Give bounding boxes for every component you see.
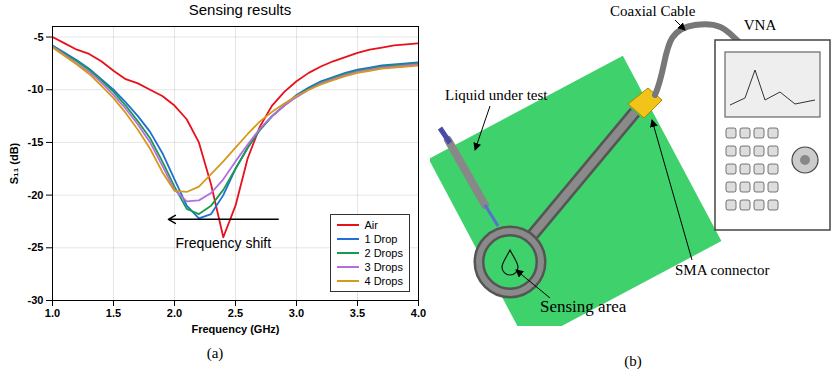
html-text:1 Drop: 1 Drop xyxy=(364,233,398,245)
html-text:Air: Air xyxy=(364,219,378,231)
svg-text:3.5: 3.5 xyxy=(350,307,365,319)
svg-text:-15: -15 xyxy=(28,136,44,148)
svg-text:2.5: 2.5 xyxy=(228,307,243,319)
html-text:Sensing results: Sensing results xyxy=(188,1,292,18)
svg-text:-30: -30 xyxy=(28,294,44,306)
svg-text:2.0: 2.0 xyxy=(167,307,182,319)
svg-text:-25: -25 xyxy=(28,241,44,253)
svg-text:4.0: 4.0 xyxy=(411,307,426,319)
svg-text:-20: -20 xyxy=(28,189,44,201)
svg-text:Coaxial Cable: Coaxial Cable xyxy=(610,3,696,19)
html-text:3 Drops: 3 Drops xyxy=(364,261,403,273)
svg-text:Sensing area: Sensing area xyxy=(540,297,627,316)
svg-text:S₁₁ (dB): S₁₁ (dB) xyxy=(8,142,20,184)
svg-text:1.5: 1.5 xyxy=(106,307,121,319)
svg-text:Frequency shift: Frequency shift xyxy=(175,235,271,251)
svg-text:1.0: 1.0 xyxy=(45,307,60,319)
svg-text:-10: -10 xyxy=(28,83,44,95)
svg-text:3.0: 3.0 xyxy=(289,307,304,319)
svg-text:SMA connector: SMA connector xyxy=(675,262,770,278)
svg-text:-5: -5 xyxy=(34,31,44,43)
html-text:4 Drops: 4 Drops xyxy=(364,275,403,287)
svg-text:VNA: VNA xyxy=(744,17,777,33)
html-text:2 Drops: 2 Drops xyxy=(364,247,403,259)
html-text:(a): (a) xyxy=(206,345,224,361)
html-text:(b): (b) xyxy=(624,353,642,369)
svg-text:Liquid under test: Liquid under test xyxy=(445,87,548,103)
svg-text:Frequency (GHz): Frequency (GHz) xyxy=(191,323,279,335)
